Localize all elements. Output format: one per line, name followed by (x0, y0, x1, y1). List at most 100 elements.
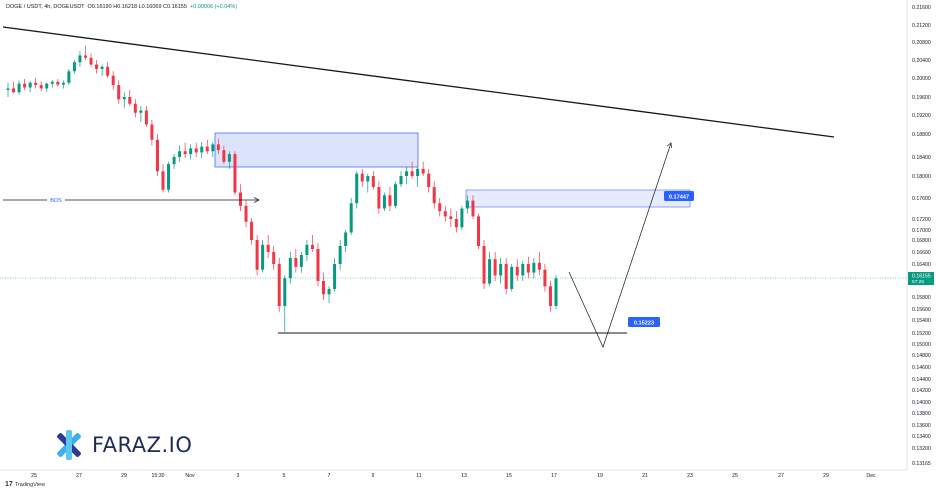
candle-body (283, 278, 287, 306)
price-tick-label: 0.20000 (912, 76, 931, 82)
price-label-upper: 0.17447 (669, 195, 689, 201)
candle-body (178, 151, 182, 157)
candle-body (432, 187, 436, 204)
price-tick-label: 0.14800 (912, 353, 931, 359)
candle-body (366, 176, 370, 182)
time-tick-label: 19 (597, 473, 603, 479)
candle (333, 258, 337, 292)
candle-body (416, 168, 420, 176)
candle (133, 99, 137, 118)
time-tick-label: 11 (416, 473, 421, 479)
candle-body (122, 97, 126, 100)
price-tick-label: 0.16800 (912, 238, 931, 244)
price-tick-label: 0.20800 (912, 40, 931, 46)
candle-body (554, 278, 558, 306)
candle (200, 142, 204, 158)
candle-body (316, 249, 320, 281)
time-tick-label: 17 (551, 473, 557, 479)
current-price-badge (908, 272, 934, 285)
price-tick-label: 0.16400 (912, 262, 931, 268)
price-tick-label: 0.15800 (912, 295, 931, 301)
candle-body (449, 216, 453, 219)
symbol-title: DOGE / USDT, 4h, DOGEUSDT (6, 4, 85, 10)
supply-zone-lower (465, 189, 691, 208)
candle (178, 145, 182, 162)
price-tick-label: 0.13200 (912, 446, 931, 452)
candle-body (39, 85, 43, 89)
candle (266, 235, 270, 258)
candle-body (521, 264, 525, 276)
candle-body (488, 259, 492, 284)
candle (150, 119, 154, 146)
candle (128, 89, 132, 106)
candle (443, 205, 447, 222)
candle-body (344, 232, 348, 246)
candle-body (89, 57, 93, 65)
descending-trendline (2, 26, 835, 138)
bos-arrowhead (253, 197, 260, 203)
candle (432, 181, 436, 209)
candle-body (222, 150, 226, 162)
candle (250, 217, 254, 245)
candle (438, 198, 442, 217)
candle (532, 258, 536, 279)
price-tick-label: 0.13600 (912, 423, 931, 429)
candle (454, 211, 458, 233)
time-axis[interactable]: 25 27 29 15:30 Nov 3 5 7 9 11 13 15 17 19 21 23 25 27 29 De… (0, 469, 907, 479)
price-tick-label: 0.21200 (912, 23, 931, 29)
candle (349, 198, 353, 235)
candle (521, 261, 525, 281)
candle-body (272, 252, 276, 264)
time-tick-label: 5 (283, 473, 286, 479)
candle (45, 82, 49, 93)
candle-body (227, 154, 231, 162)
candle-body (238, 192, 242, 206)
candle-body (477, 216, 481, 246)
faraz-logo-icon (57, 430, 81, 460)
candle (294, 249, 298, 273)
candles (6, 45, 558, 332)
candle (510, 264, 514, 292)
candle-body (438, 203, 442, 212)
candle (410, 161, 414, 179)
candle-body (504, 264, 508, 289)
candle (39, 81, 43, 92)
candle (117, 80, 121, 104)
candle (144, 106, 148, 127)
candle-body (515, 266, 519, 276)
time-tick-label: Nov (185, 473, 195, 479)
candle (543, 264, 547, 292)
price-tick-label: 0.14600 (912, 365, 931, 371)
time-tick-label: 27 (778, 473, 784, 479)
tradingview-icon: 17 (5, 481, 13, 488)
candle (12, 81, 16, 94)
candle (161, 164, 165, 193)
candle-body (106, 66, 110, 76)
candle (405, 166, 409, 185)
candle-body (349, 203, 353, 233)
time-tick-label: 21 (642, 473, 648, 479)
candle (139, 106, 143, 123)
candle (382, 192, 386, 212)
price-label-lower: 0.15223 (634, 321, 654, 327)
price-label-lower-bg (628, 317, 660, 327)
candle-body (161, 171, 165, 190)
candle (238, 184, 242, 212)
candle (6, 82, 10, 97)
candle (17, 80, 21, 95)
candle (211, 142, 215, 157)
price-tick-label: 0.14000 (912, 400, 931, 406)
candle (288, 252, 292, 284)
candle (255, 235, 259, 276)
time-tick-label: 23 (687, 473, 693, 479)
candle-body (299, 255, 303, 267)
candle (504, 258, 508, 295)
candle-body (471, 200, 475, 217)
candle (106, 62, 110, 78)
time-tick-label: 7 (328, 473, 331, 479)
candle-body (78, 55, 82, 63)
price-tick-label: 0.15200 (912, 331, 931, 337)
candle-body (6, 88, 10, 90)
price-axis[interactable]: 0.21600 0.21200 0.20800 0.20400 0.20000 0.196… (906, 0, 934, 470)
